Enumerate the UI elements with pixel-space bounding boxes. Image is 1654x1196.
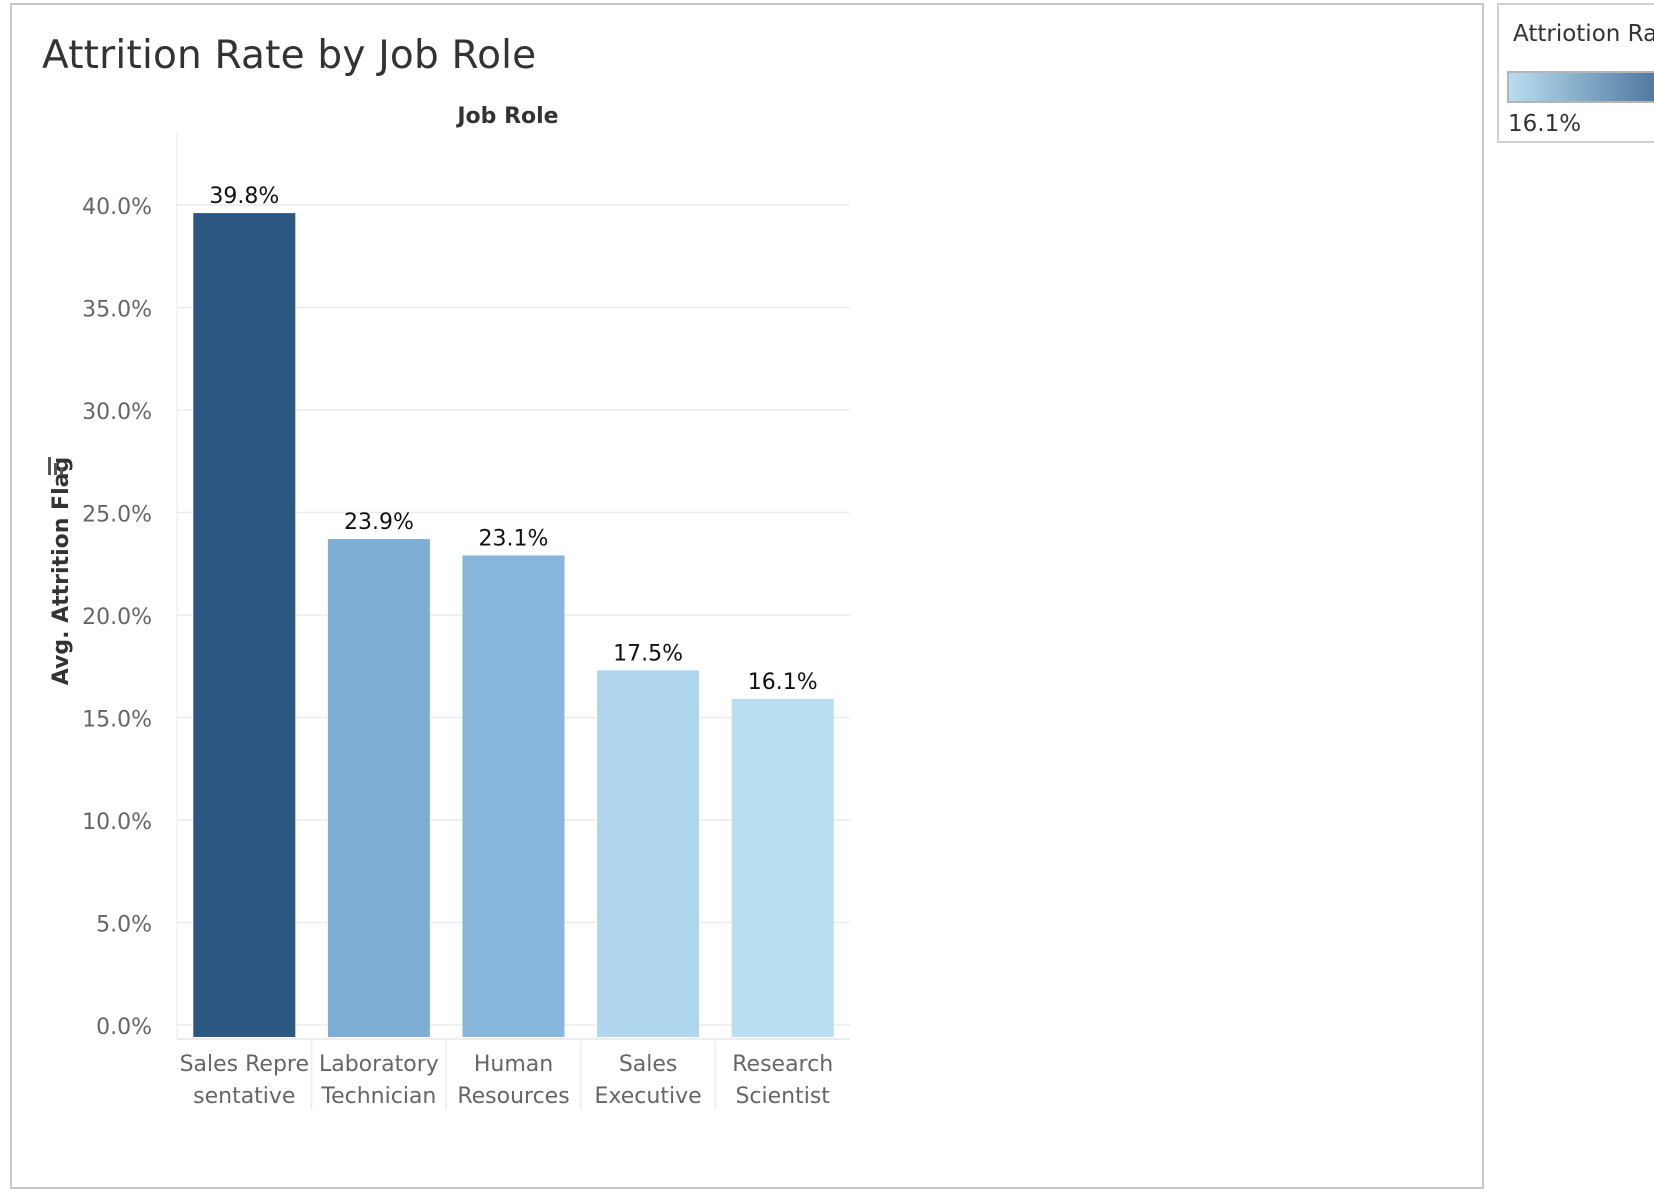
bar-value-label: 23.1% [479,526,549,551]
bar [462,555,565,1037]
y-tick-label: 25.0% [82,503,152,528]
color-legend[interactable]: Attriotion Rate 16.1% [1497,3,1654,143]
legend-min-label: 16.1% [1508,111,1582,137]
y-tick-label: 35.0% [82,298,152,323]
x-tick-label: Human [474,1052,553,1077]
x-tick-label: Sales [619,1052,678,1077]
x-tick-label: Executive [595,1084,702,1109]
y-axis-title: Avg. Attrition Flag [49,457,74,685]
legend-title: Attriotion Rate [1513,21,1654,47]
y-tick-label: 30.0% [82,400,152,425]
bar [597,670,700,1037]
y-tick-label: 5.0% [96,913,152,938]
x-tick-label: Resources [457,1084,569,1109]
bar-value-label: 17.5% [613,641,683,666]
bar-value-label: 23.9% [344,510,414,535]
worksheet-panel: Attrition Rate by Job Role 0.0% 5.0% 10.0%… [10,3,1484,1189]
x-tick-label: Scientist [735,1084,830,1109]
x-tick-label: sentative [193,1084,295,1109]
x-tick-label: Research [732,1052,833,1077]
y-tick-label: 0.0% [96,1015,152,1040]
legend-color-ramp [1507,71,1654,103]
x-tick-label: Technician [320,1084,436,1109]
y-tick-label: 15.0% [82,708,152,733]
chart-title: Attrition Rate by Job Role [42,33,537,78]
x-tick-label: Sales Repre [180,1052,309,1077]
sort-icon[interactable] [48,457,63,475]
x-tick-label: Laboratory [319,1052,439,1077]
bar-chart: 0.0% 5.0% 10.0% 15.0% 20.0% 25.0% 30.0% 35.0% 40… [48,104,850,1109]
bar [327,539,430,1037]
bar-value-label: 16.1% [748,670,818,695]
column-header: Job Role [455,104,558,129]
y-tick-label: 10.0% [82,810,152,835]
bar [193,213,296,1038]
bar [731,698,834,1037]
bar-value-label: 39.8% [209,184,279,209]
y-tick-label: 20.0% [82,605,152,630]
y-tick-label: 40.0% [82,195,152,220]
